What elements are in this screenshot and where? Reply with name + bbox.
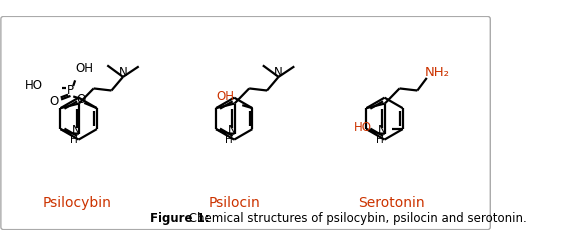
Text: HO: HO: [354, 121, 372, 134]
Text: P: P: [67, 84, 74, 97]
Text: N: N: [274, 66, 283, 79]
Text: H: H: [375, 135, 383, 145]
Text: N: N: [72, 124, 80, 137]
Text: Psilocybin: Psilocybin: [43, 196, 111, 210]
Text: N: N: [378, 124, 387, 137]
Text: O: O: [49, 95, 58, 108]
Text: Serotonin: Serotonin: [358, 196, 425, 210]
Text: H: H: [225, 135, 233, 145]
Text: Psilocin: Psilocin: [209, 196, 260, 210]
Text: N: N: [228, 124, 236, 137]
Text: Figure 1:: Figure 1:: [150, 212, 210, 225]
Text: OH: OH: [75, 62, 93, 76]
Text: OH: OH: [216, 90, 235, 103]
Text: NH₂: NH₂: [425, 66, 450, 79]
Text: N: N: [119, 66, 128, 79]
FancyBboxPatch shape: [1, 16, 490, 230]
Text: H: H: [70, 135, 78, 145]
Text: O: O: [76, 93, 85, 106]
Text: HO: HO: [25, 78, 43, 92]
Text: Chemical structures of psilocybin, psilocin and serotonin.: Chemical structures of psilocybin, psilo…: [185, 212, 527, 225]
